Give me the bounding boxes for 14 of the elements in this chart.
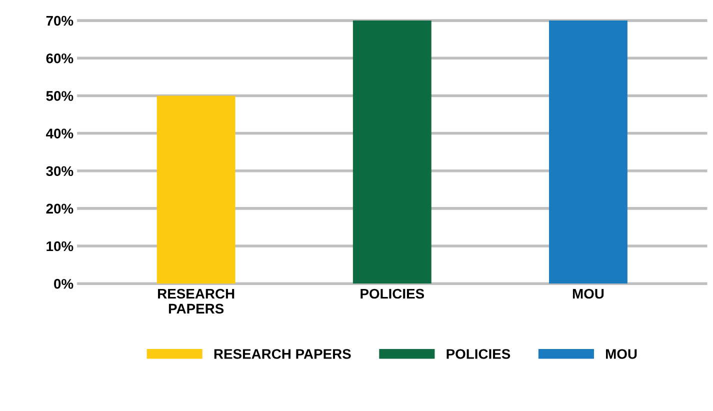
y-tick-label: 60%	[46, 53, 74, 64]
x-tick-label: RESEARCH PAPERS	[158, 288, 234, 314]
y-tick-label: 10%	[46, 241, 74, 252]
y-tick-label: 50%	[46, 91, 74, 101]
x-tick-label: POLICIES	[360, 288, 424, 299]
legend-label: POLICIES	[446, 349, 510, 359]
x-tick-label: MOU	[572, 288, 604, 299]
legend-label: RESEARCH PAPERS	[214, 349, 351, 359]
y-tick-label: 20%	[46, 204, 74, 214]
y-tick-label: 30%	[46, 166, 74, 176]
y-tick-label: 70%	[46, 16, 74, 26]
y-tick-label: 40%	[46, 128, 74, 138]
y-tick-label: 0%	[54, 278, 74, 289]
legend-label: MOU	[606, 349, 637, 359]
